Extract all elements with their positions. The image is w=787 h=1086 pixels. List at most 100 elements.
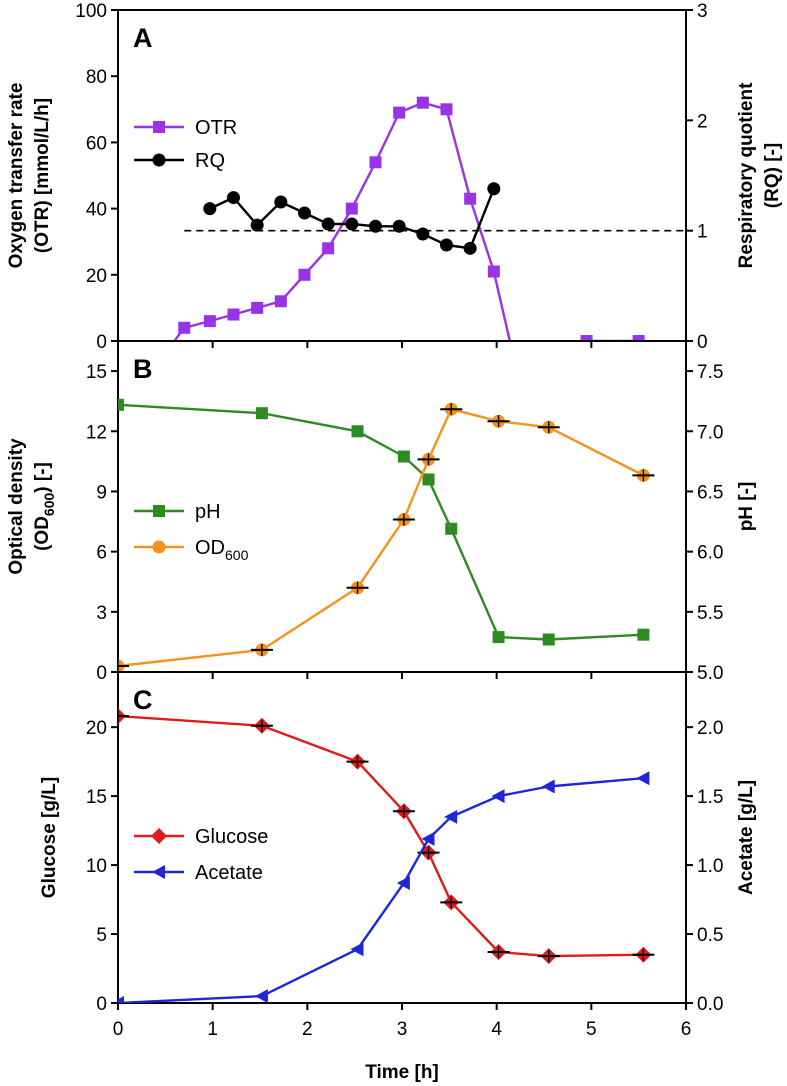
series-line (118, 777, 644, 1003)
data-point (351, 425, 364, 438)
data-point (254, 989, 268, 1003)
legend: pH OD600 (134, 501, 249, 563)
left-y-tick-label: 100 (75, 1, 107, 22)
data-point (637, 628, 650, 641)
legend-label: Glucose (195, 826, 268, 848)
data-point (416, 227, 430, 241)
left-y-tick-label: 3 (96, 603, 107, 624)
data-point (487, 265, 500, 278)
right-y-tick-label: 1.0 (697, 856, 723, 877)
data-point (345, 202, 358, 215)
left-axis-title-line: Oxygen transfer rate (6, 83, 27, 269)
data-point (580, 335, 593, 341)
data-point (250, 218, 264, 232)
right-y-tick-label: 3 (697, 1, 708, 22)
panel-label: A (133, 23, 153, 53)
x-tick-label: 1 (207, 1019, 218, 1040)
right-y-tick-label: 5.0 (697, 663, 723, 684)
data-point (345, 217, 359, 231)
right-y-tick-label: 7.0 (697, 422, 723, 443)
data-point (203, 202, 217, 216)
legend-marker (152, 540, 166, 554)
data-point (251, 301, 264, 314)
left-axis-title: Glucose [g/L] (39, 777, 60, 898)
data-point (298, 268, 311, 281)
panel-c: 0 5 10 15 20 0.0 0.5 1.0 1.5 2.0 Glucose [g/L] Acet… (39, 671, 757, 1015)
panel-label: B (133, 354, 153, 384)
left-y-tick-label: 15 (86, 362, 107, 383)
data-point (439, 238, 453, 252)
legend-label: OTR (195, 117, 237, 139)
data-point (444, 809, 458, 824)
right-y-tick-label: 6.0 (697, 543, 723, 564)
right-axis-title: Acetate [g/L] (736, 780, 757, 895)
right-y-tick-label: 2.0 (697, 718, 723, 739)
series-glucose (118, 708, 655, 965)
right-axis-title-line: Respiratory quotient (736, 82, 757, 268)
right-y-tick-label: 0.5 (697, 925, 723, 946)
data-point (368, 219, 382, 233)
x-tick-label: 4 (491, 1019, 502, 1040)
series-rq (203, 182, 501, 255)
data-point (393, 106, 406, 119)
data-point (350, 942, 364, 957)
plot-area-b (118, 398, 655, 672)
legend-marker (153, 505, 165, 517)
panel-b: 0 3 6 9 12 15 5.0 5.5 6.0 6.5 7.0 7.5 Optical densit… (6, 340, 757, 684)
left-y-tick-label: 12 (86, 422, 107, 443)
left-y-tick-label: 20 (86, 266, 107, 287)
data-point (422, 473, 435, 486)
data-point (274, 295, 287, 308)
data-point (397, 450, 410, 463)
data-point (226, 191, 240, 205)
data-point (203, 315, 216, 328)
data-point (369, 156, 382, 169)
series-acetate (118, 771, 650, 1003)
data-point (445, 522, 458, 535)
data-point (541, 779, 555, 794)
data-point (392, 219, 406, 233)
right-axis-title-line: (RQ) [-] (762, 143, 783, 208)
right-y-tick-label: 6.5 (697, 482, 723, 503)
series-ph (118, 398, 650, 646)
data-point (463, 241, 477, 255)
left-axis-title-line: (OD600) [-] (32, 462, 57, 551)
data-point (274, 195, 288, 209)
left-y-tick-label: 60 (86, 133, 107, 154)
data-point (542, 633, 555, 646)
left-y-tick-label: 0 (96, 663, 107, 684)
legend-marker (153, 121, 165, 133)
legend-label: Acetate (195, 862, 263, 884)
data-point (464, 192, 477, 205)
data-point (416, 96, 429, 109)
legend-marker (152, 865, 165, 879)
panel-label: C (133, 685, 153, 715)
data-point (255, 407, 268, 420)
left-axis-title-line: (OTR) [mmol/L/h] (32, 98, 53, 253)
data-point (118, 398, 124, 411)
left-y-tick-label: 80 (86, 67, 107, 88)
right-y-tick-label: 2 (697, 111, 708, 132)
x-tick-label: 0 (113, 1019, 124, 1040)
data-point (440, 103, 453, 116)
data-point (178, 321, 191, 334)
legend-label: OD600 (195, 537, 249, 563)
legend-label: pH (195, 501, 221, 523)
data-point (118, 996, 124, 1003)
series-od600 (118, 402, 655, 672)
legend: OTR RQ (134, 117, 237, 172)
x-tick-label: 6 (681, 1019, 692, 1040)
right-y-tick-label: 1 (697, 222, 708, 243)
data-point (322, 242, 335, 255)
left-y-tick-label: 10 (86, 856, 107, 877)
data-point (632, 335, 645, 341)
right-axis-title: pH [-] (736, 482, 757, 532)
right-axis-title-line: Acetate [g/L] (736, 780, 757, 895)
left-y-tick-label: 0 (96, 332, 107, 353)
legend-label: RQ (195, 150, 225, 172)
legend-marker (152, 153, 166, 167)
x-axis-title: Time [h] (365, 1062, 439, 1083)
left-axis-title-line: Glucose [g/L] (39, 777, 60, 898)
right-y-tick-label: 5.5 (697, 603, 723, 624)
